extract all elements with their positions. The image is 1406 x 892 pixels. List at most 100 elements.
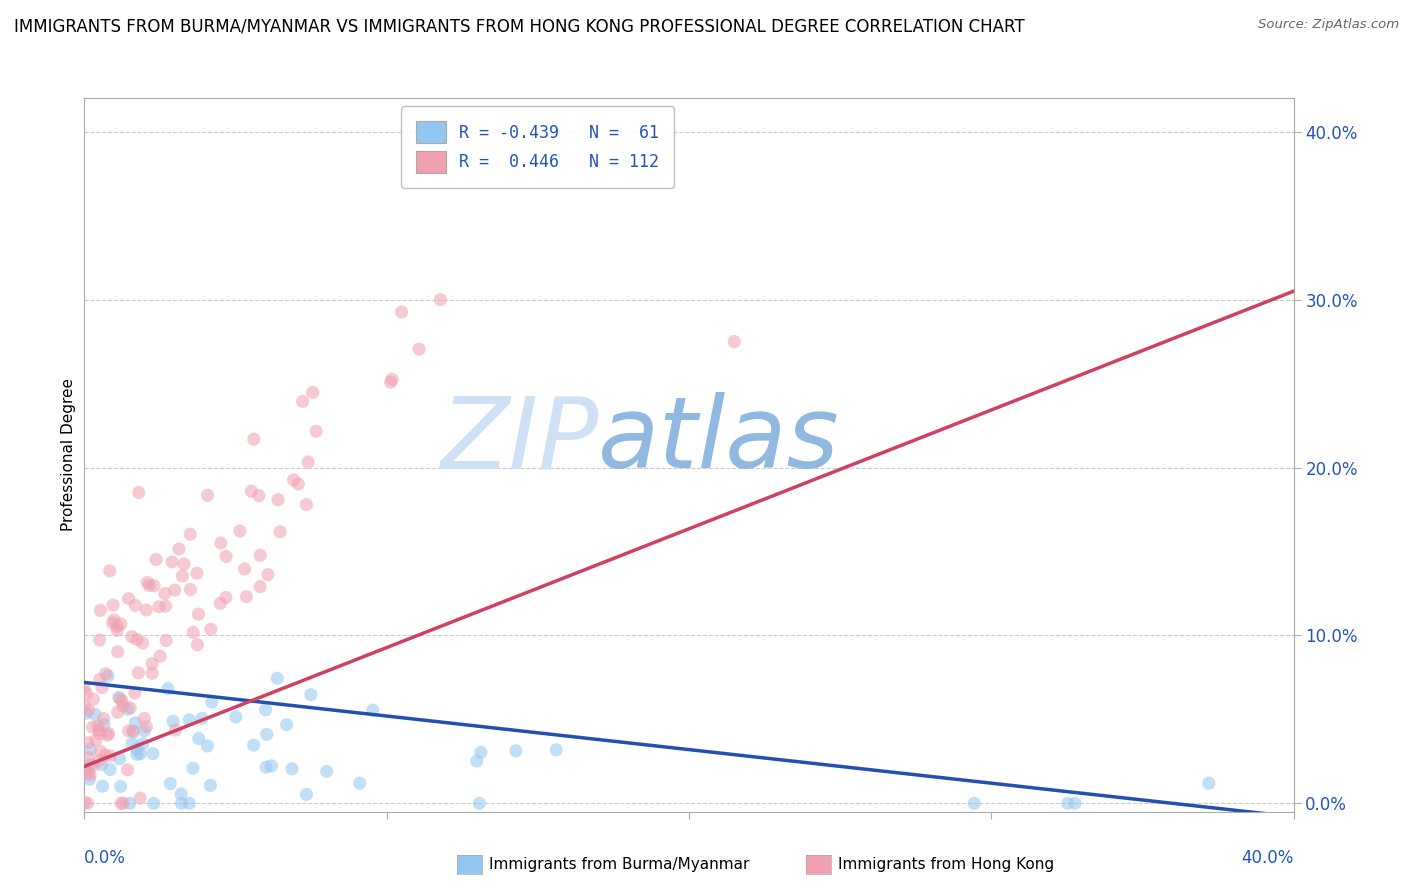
- Point: [79, 772, 101, 787]
- Point: [122, 723, 145, 738]
- Point: [173, 557, 195, 571]
- Point: [186, 566, 208, 581]
- Point: [98, 748, 121, 763]
- Point: [94, 747, 117, 762]
- Point: [89, 673, 111, 687]
- Point: [465, 754, 488, 768]
- Point: [87, 723, 110, 738]
- Point: [187, 607, 209, 621]
- Point: [162, 714, 184, 729]
- Point: [75, 762, 97, 776]
- Point: [165, 723, 187, 737]
- Point: [470, 746, 492, 760]
- Point: [256, 727, 278, 741]
- Point: [287, 477, 309, 491]
- Point: [108, 691, 131, 706]
- Point: [243, 432, 266, 446]
- Point: [122, 725, 145, 739]
- Point: [112, 699, 135, 714]
- Point: [963, 797, 986, 811]
- Point: [297, 455, 319, 469]
- Point: [197, 488, 219, 502]
- Point: [97, 726, 120, 740]
- Point: [108, 752, 131, 766]
- Point: [121, 630, 143, 644]
- Point: [361, 703, 384, 717]
- Point: [179, 797, 201, 811]
- Point: [82, 720, 104, 734]
- Point: [181, 625, 204, 640]
- Point: [124, 599, 146, 613]
- Point: [229, 524, 252, 538]
- Text: 40.0%: 40.0%: [1241, 849, 1294, 867]
- Point: [260, 759, 283, 773]
- Point: [153, 586, 176, 600]
- Point: [240, 484, 263, 499]
- Point: [77, 766, 100, 780]
- Point: [299, 688, 322, 702]
- Point: [505, 744, 527, 758]
- Point: [142, 747, 165, 761]
- Point: [172, 569, 194, 583]
- Point: [1198, 776, 1220, 790]
- Point: [125, 742, 148, 756]
- Point: [110, 780, 132, 794]
- Text: Source: ZipAtlas.com: Source: ZipAtlas.com: [1258, 18, 1399, 31]
- Point: [89, 727, 111, 741]
- Point: [89, 744, 111, 758]
- Point: [254, 703, 277, 717]
- Point: [93, 717, 115, 731]
- Point: [135, 720, 157, 734]
- Point: [75, 687, 97, 701]
- Point: [242, 738, 264, 752]
- Point: [301, 385, 323, 400]
- Point: [103, 613, 125, 627]
- Point: [159, 776, 181, 790]
- Point: [215, 591, 238, 605]
- Point: [170, 797, 193, 811]
- Point: [295, 498, 318, 512]
- Point: [143, 579, 166, 593]
- Point: [468, 797, 491, 811]
- Point: [249, 548, 271, 562]
- Point: [127, 665, 149, 680]
- Point: [160, 555, 183, 569]
- Point: [191, 711, 214, 725]
- Point: [257, 567, 280, 582]
- Point: [105, 624, 128, 638]
- Point: [79, 757, 101, 772]
- Point: [186, 638, 208, 652]
- Point: [107, 705, 129, 719]
- Point: [75, 706, 97, 720]
- Point: [136, 575, 159, 590]
- Point: [76, 797, 98, 811]
- Point: [91, 681, 114, 695]
- Legend: R = -0.439   N =  61, R =  0.446   N = 112: R = -0.439 N = 61, R = 0.446 N = 112: [401, 106, 675, 187]
- Point: [233, 562, 256, 576]
- Point: [101, 598, 124, 612]
- Point: [110, 617, 132, 632]
- Point: [156, 681, 179, 696]
- Point: [79, 742, 101, 756]
- Point: [380, 375, 402, 389]
- Point: [201, 695, 224, 709]
- Point: [148, 599, 170, 614]
- Point: [141, 657, 163, 671]
- Point: [281, 762, 304, 776]
- Point: [179, 527, 201, 541]
- Point: [291, 394, 314, 409]
- Point: [209, 536, 232, 550]
- Point: [73, 796, 96, 810]
- Point: [77, 750, 100, 764]
- Point: [82, 758, 104, 772]
- Text: atlas: atlas: [599, 392, 839, 489]
- Point: [187, 731, 209, 746]
- Point: [295, 788, 318, 802]
- Point: [429, 293, 451, 307]
- Point: [73, 699, 96, 714]
- Point: [98, 763, 121, 777]
- Point: [179, 713, 201, 727]
- Point: [179, 582, 201, 597]
- Point: [254, 760, 277, 774]
- Point: [155, 633, 177, 648]
